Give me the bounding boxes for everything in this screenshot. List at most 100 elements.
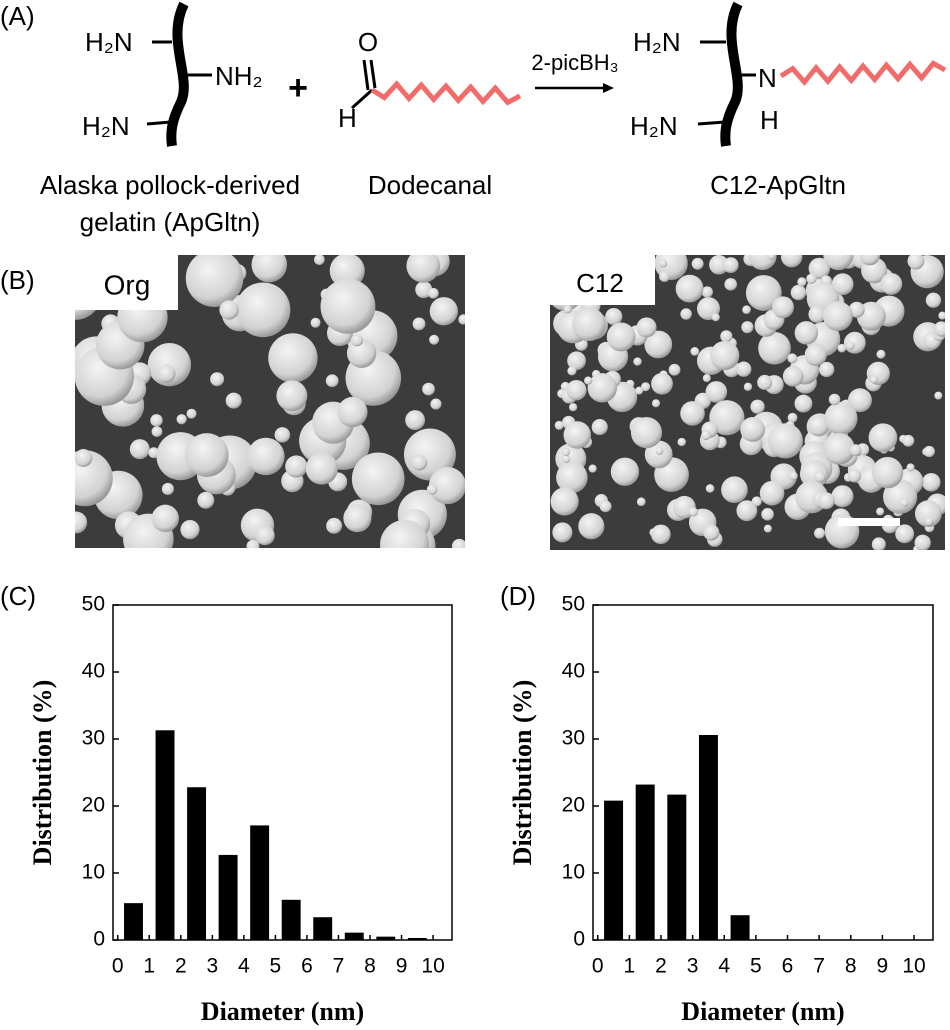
particle bbox=[129, 439, 150, 460]
particle bbox=[197, 491, 215, 509]
particle bbox=[415, 281, 433, 299]
gelatin-backbone bbox=[166, 1, 189, 147]
particle bbox=[326, 517, 343, 534]
x-tick-label: 4 bbox=[718, 955, 730, 978]
particle bbox=[736, 500, 758, 522]
particle bbox=[757, 374, 773, 390]
particle bbox=[659, 259, 668, 268]
particle bbox=[709, 255, 729, 275]
x-tick-label: 0 bbox=[592, 955, 604, 978]
amine: H₂N bbox=[85, 27, 133, 57]
particle bbox=[567, 351, 586, 371]
y-tick-label: 30 bbox=[82, 727, 105, 750]
caption: C12-ApGltn bbox=[710, 170, 846, 200]
particle bbox=[742, 305, 751, 315]
particle bbox=[210, 372, 225, 387]
plus: + bbox=[288, 69, 308, 107]
particle bbox=[761, 507, 774, 521]
y-tick-label: 20 bbox=[562, 794, 585, 817]
particle bbox=[554, 420, 564, 430]
particle bbox=[690, 347, 700, 356]
particle bbox=[837, 343, 847, 353]
particle bbox=[186, 408, 197, 419]
particle bbox=[659, 271, 670, 283]
bar bbox=[218, 854, 238, 940]
particle bbox=[680, 401, 705, 426]
particle bbox=[325, 374, 339, 388]
atom: N bbox=[758, 63, 777, 93]
particle bbox=[758, 331, 791, 365]
y-tick-label: 0 bbox=[573, 928, 585, 951]
bond bbox=[697, 120, 726, 126]
particle bbox=[740, 417, 765, 442]
particle bbox=[567, 366, 577, 376]
x-tick-label: 0 bbox=[112, 955, 124, 978]
particle bbox=[849, 444, 862, 456]
particle bbox=[605, 308, 623, 326]
particle bbox=[285, 455, 308, 478]
amine: NH₂ bbox=[215, 61, 263, 91]
particle bbox=[176, 414, 187, 425]
particle bbox=[351, 452, 405, 506]
y-tick-label: 30 bbox=[562, 727, 585, 750]
particle bbox=[675, 274, 704, 303]
particle bbox=[818, 361, 835, 378]
particle bbox=[644, 330, 673, 359]
particle bbox=[790, 284, 807, 301]
particle bbox=[906, 463, 915, 472]
particle bbox=[276, 380, 308, 412]
x-tick-label: 5 bbox=[750, 955, 762, 978]
bar bbox=[155, 730, 175, 940]
caption: Dodecanal bbox=[368, 170, 492, 200]
particle bbox=[780, 255, 803, 268]
particle bbox=[922, 473, 941, 492]
particle bbox=[914, 500, 942, 528]
particle bbox=[722, 257, 739, 274]
bar bbox=[187, 787, 207, 940]
bond bbox=[146, 120, 172, 126]
bar bbox=[407, 937, 427, 940]
particle bbox=[817, 492, 835, 510]
particle bbox=[636, 317, 657, 338]
y-tick-label: 40 bbox=[82, 660, 105, 683]
particle bbox=[343, 504, 372, 533]
particle bbox=[907, 255, 925, 270]
x-tick-label: 9 bbox=[396, 955, 408, 978]
arrow-head bbox=[603, 83, 614, 93]
particle bbox=[651, 372, 673, 395]
particle bbox=[743, 382, 753, 391]
particle bbox=[75, 511, 88, 534]
bar bbox=[698, 734, 718, 940]
particle bbox=[677, 437, 686, 447]
particle bbox=[429, 297, 458, 326]
particle bbox=[235, 282, 291, 338]
caption: gelatin (ApGltn) bbox=[80, 207, 261, 237]
particle bbox=[411, 454, 428, 471]
particle bbox=[150, 414, 163, 427]
particle bbox=[876, 507, 885, 516]
particle bbox=[151, 504, 179, 533]
particle bbox=[636, 497, 646, 507]
panel-label: (B) bbox=[0, 265, 35, 295]
particle bbox=[225, 392, 242, 409]
particle bbox=[430, 398, 442, 410]
particle bbox=[563, 421, 591, 449]
particle bbox=[680, 308, 692, 320]
particle bbox=[588, 464, 597, 473]
particle bbox=[251, 255, 288, 283]
particle bbox=[772, 296, 794, 319]
x-tick-label: 2 bbox=[175, 955, 187, 978]
particle bbox=[767, 255, 776, 260]
alkyl-chain bbox=[779, 60, 947, 86]
bar bbox=[604, 800, 624, 940]
particle bbox=[550, 487, 579, 516]
sem-particles bbox=[75, 255, 465, 548]
bar bbox=[313, 917, 333, 940]
particle bbox=[268, 333, 318, 383]
particle bbox=[599, 500, 612, 513]
particle bbox=[876, 349, 886, 359]
particle bbox=[751, 496, 762, 507]
y-tick-label: 10 bbox=[82, 861, 105, 884]
particle bbox=[736, 361, 752, 377]
